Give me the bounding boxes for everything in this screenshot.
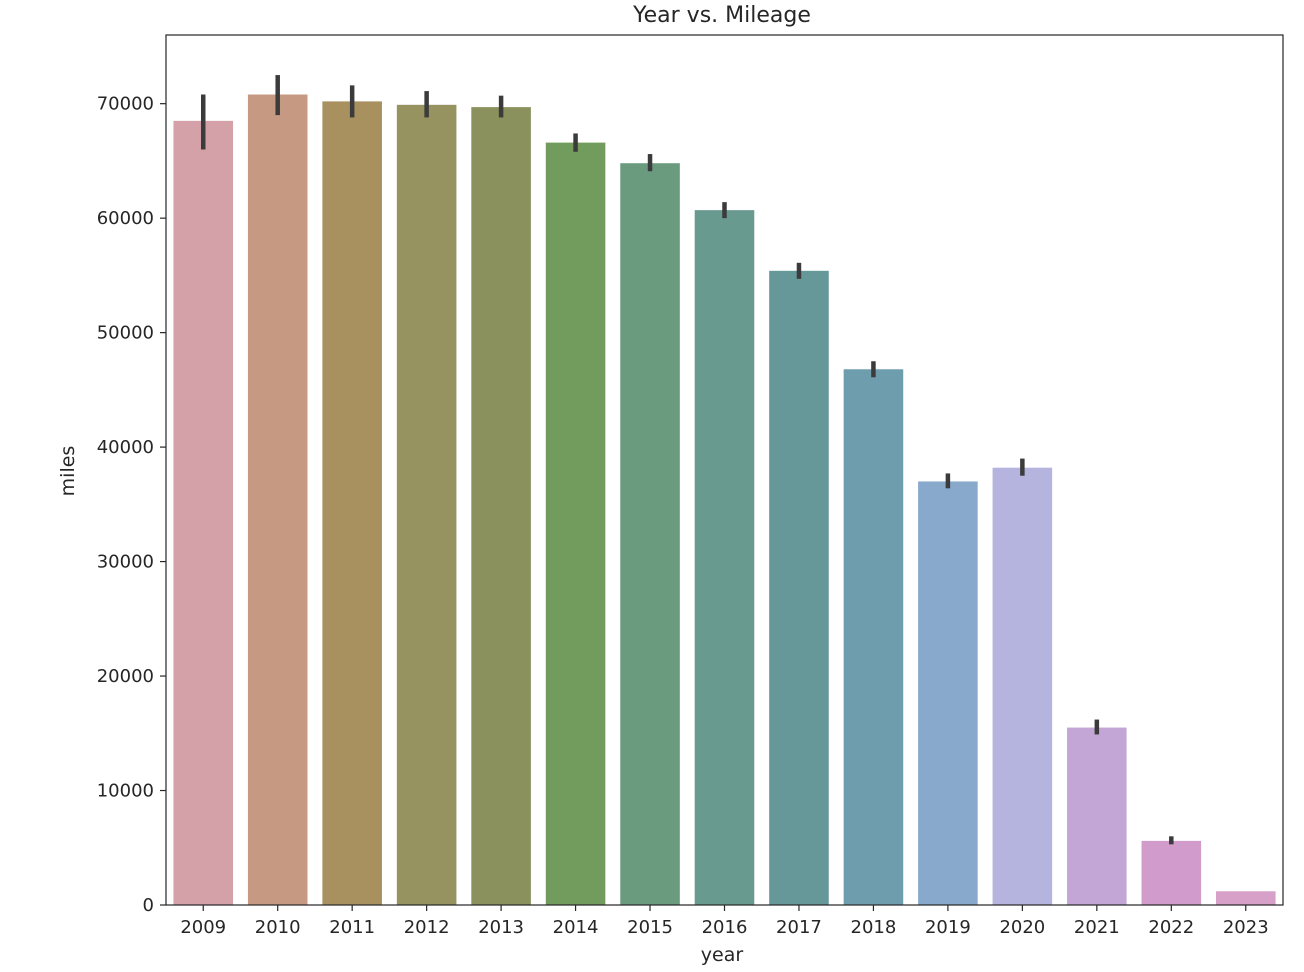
bar-2012 [396,104,457,905]
y-tick-label-50000: 50000 [97,323,154,344]
bar-2017 [769,270,829,905]
x-tick-label-2011: 2011 [329,917,375,938]
y-tick-label-20000: 20000 [97,666,154,687]
y-tick-label-10000: 10000 [97,781,154,802]
bar-2021 [1067,727,1127,905]
y-tick-label-40000: 40000 [97,437,154,458]
bar-2020 [992,467,1053,905]
y-tick-label-60000: 60000 [97,208,154,229]
x-tick-label-2015: 2015 [627,917,673,938]
y-tick-label-0: 0 [143,895,154,916]
x-tick-label-2023: 2023 [1223,917,1269,938]
bar-2011 [322,101,382,906]
x-tick-label-2020: 2020 [999,917,1045,938]
x-tick-label-2010: 2010 [255,917,301,938]
bar-2009 [173,120,234,905]
bars-group [173,94,1276,906]
chart-title: Year vs. Mileage [632,3,811,28]
x-tick-label-2016: 2016 [702,917,748,938]
x-tick-label-2019: 2019 [925,917,971,938]
y-tick-label-70000: 70000 [97,94,154,115]
x-tick-label-2013: 2013 [478,917,524,938]
bar-2014 [545,142,606,905]
bar-2015 [620,163,680,906]
bar-2010 [247,94,308,906]
x-tick-label-2009: 2009 [180,917,226,938]
bar-2018 [843,369,904,905]
x-axis-label: year [701,944,744,966]
bar-2016 [694,210,755,906]
y-tick-label-30000: 30000 [97,552,154,573]
x-tick-label-2018: 2018 [851,917,897,938]
error-bars-group [200,75,1174,845]
y-axis-ticks: 0 10000 20000 30000 40000 50000 60000 70000 [97,94,166,916]
y-axis-label: miles [57,446,79,497]
bar-2013 [471,107,531,906]
x-tick-label-2012: 2012 [404,917,450,938]
plot-area-frame [165,34,1284,906]
x-axis-ticks: 2009 2010 2011 2012 2013 2014 2015 2016 2017 2018… [180,905,1269,938]
x-tick-label-2021: 2021 [1074,917,1120,938]
x-tick-label-2014: 2014 [553,917,599,938]
x-tick-label-2017: 2017 [776,917,822,938]
bar-2019 [918,481,978,905]
x-tick-label-2022: 2022 [1148,917,1194,938]
bar-2022 [1141,840,1202,905]
bar-2023 [1215,891,1276,905]
